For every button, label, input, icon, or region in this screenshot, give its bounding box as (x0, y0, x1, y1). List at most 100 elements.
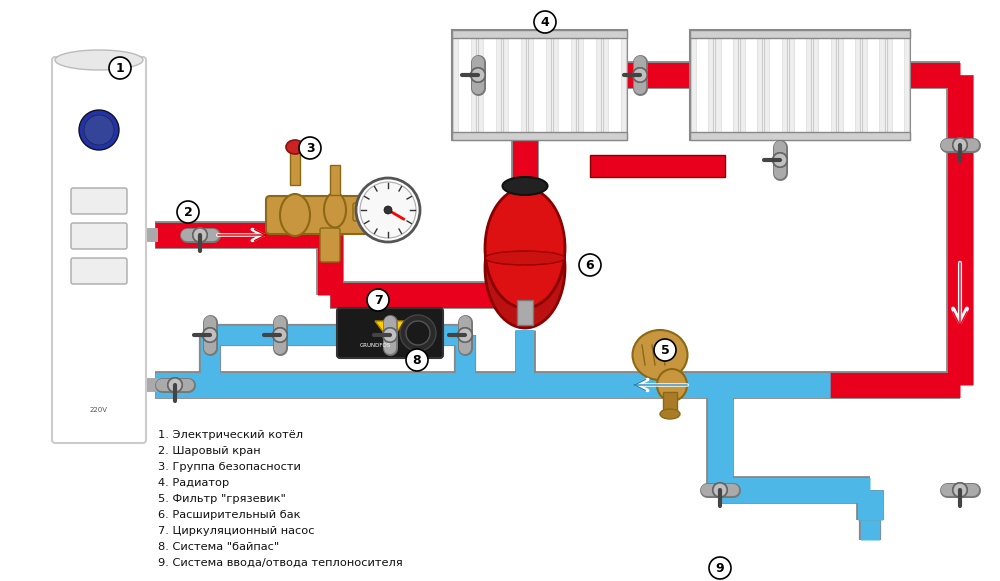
Bar (453, 32, 476, 138)
Circle shape (534, 11, 556, 33)
Bar (690, 30, 910, 38)
Bar (721, 34, 733, 136)
Bar (892, 34, 904, 136)
FancyBboxPatch shape (71, 223, 127, 249)
Bar (508, 34, 521, 136)
Circle shape (109, 57, 131, 79)
Bar (690, 132, 910, 140)
Bar (603, 32, 626, 138)
Bar (862, 32, 885, 138)
FancyBboxPatch shape (52, 57, 146, 443)
Text: 9. Система ввода/отвода теплоносителя: 9. Система ввода/отвода теплоносителя (158, 558, 403, 568)
Bar (503, 32, 526, 138)
Ellipse shape (633, 330, 688, 380)
Ellipse shape (280, 194, 310, 236)
Circle shape (633, 68, 647, 82)
Circle shape (193, 228, 207, 242)
Bar (458, 34, 471, 136)
Circle shape (654, 339, 676, 361)
Bar (745, 34, 757, 136)
Bar (887, 32, 909, 138)
Text: 8. Система "байпас": 8. Система "байпас" (158, 542, 279, 552)
FancyBboxPatch shape (71, 188, 127, 214)
Bar (528, 32, 551, 138)
FancyBboxPatch shape (71, 258, 127, 284)
Bar (578, 32, 601, 138)
Ellipse shape (286, 140, 304, 154)
Bar (663, 392, 677, 412)
Text: 9: 9 (716, 561, 724, 575)
Ellipse shape (503, 177, 548, 195)
Circle shape (953, 138, 967, 152)
Circle shape (168, 378, 182, 392)
Bar (696, 34, 708, 136)
Circle shape (713, 483, 727, 497)
Text: 4. Радиатор: 4. Радиатор (158, 478, 229, 488)
Text: 2: 2 (184, 206, 192, 218)
Bar (608, 34, 621, 136)
Ellipse shape (485, 208, 565, 328)
Bar (558, 34, 571, 136)
Bar (769, 34, 782, 136)
Bar (517, 300, 533, 325)
Bar (452, 132, 627, 140)
Bar (483, 34, 496, 136)
Polygon shape (375, 321, 405, 341)
Circle shape (384, 206, 392, 214)
Text: 6: 6 (586, 259, 594, 271)
Bar (590, 155, 725, 177)
Text: 3. Группа безопасности: 3. Группа безопасности (158, 462, 301, 472)
Bar (290, 150, 300, 185)
Ellipse shape (55, 50, 143, 70)
Bar (553, 32, 576, 138)
Circle shape (471, 68, 485, 82)
Bar (740, 32, 762, 138)
Circle shape (383, 328, 397, 342)
Bar (867, 34, 879, 136)
Circle shape (367, 289, 389, 311)
Text: !: ! (388, 325, 392, 335)
Text: 5. Фильтр "грязевик": 5. Фильтр "грязевик" (158, 494, 286, 504)
Text: 4: 4 (541, 16, 549, 28)
Circle shape (773, 153, 787, 167)
Text: 1: 1 (116, 62, 124, 74)
Text: 3: 3 (306, 142, 314, 155)
Circle shape (953, 138, 967, 152)
Text: 7. Циркуляционный насос: 7. Циркуляционный насос (158, 526, 315, 536)
Circle shape (458, 328, 472, 342)
Circle shape (273, 328, 287, 342)
Circle shape (579, 254, 601, 276)
Circle shape (953, 483, 967, 497)
Bar (452, 30, 627, 140)
Circle shape (773, 153, 787, 167)
Bar (478, 32, 501, 138)
Circle shape (406, 349, 428, 371)
Circle shape (168, 378, 182, 392)
Circle shape (193, 228, 207, 242)
Circle shape (360, 182, 416, 238)
Bar (794, 34, 806, 136)
Bar (533, 34, 546, 136)
Circle shape (203, 328, 217, 342)
Bar (715, 32, 738, 138)
Text: 6. Расширительный бак: 6. Расширительный бак (158, 510, 301, 520)
Bar (583, 34, 596, 136)
Circle shape (953, 483, 967, 497)
Bar (838, 32, 860, 138)
Circle shape (471, 68, 485, 82)
Bar (843, 34, 855, 136)
FancyBboxPatch shape (266, 196, 394, 234)
Text: 220V: 220V (90, 407, 108, 413)
Text: 7: 7 (374, 293, 382, 307)
Ellipse shape (324, 192, 346, 228)
Bar (330, 165, 340, 195)
FancyBboxPatch shape (353, 203, 375, 221)
Bar (813, 32, 836, 138)
Circle shape (84, 115, 114, 145)
FancyBboxPatch shape (337, 308, 443, 358)
Circle shape (633, 68, 647, 82)
Text: 8: 8 (413, 353, 421, 367)
Text: 5: 5 (661, 343, 669, 357)
Circle shape (400, 315, 436, 351)
Text: 1. Электрический котёл: 1. Электрический котёл (158, 430, 303, 440)
